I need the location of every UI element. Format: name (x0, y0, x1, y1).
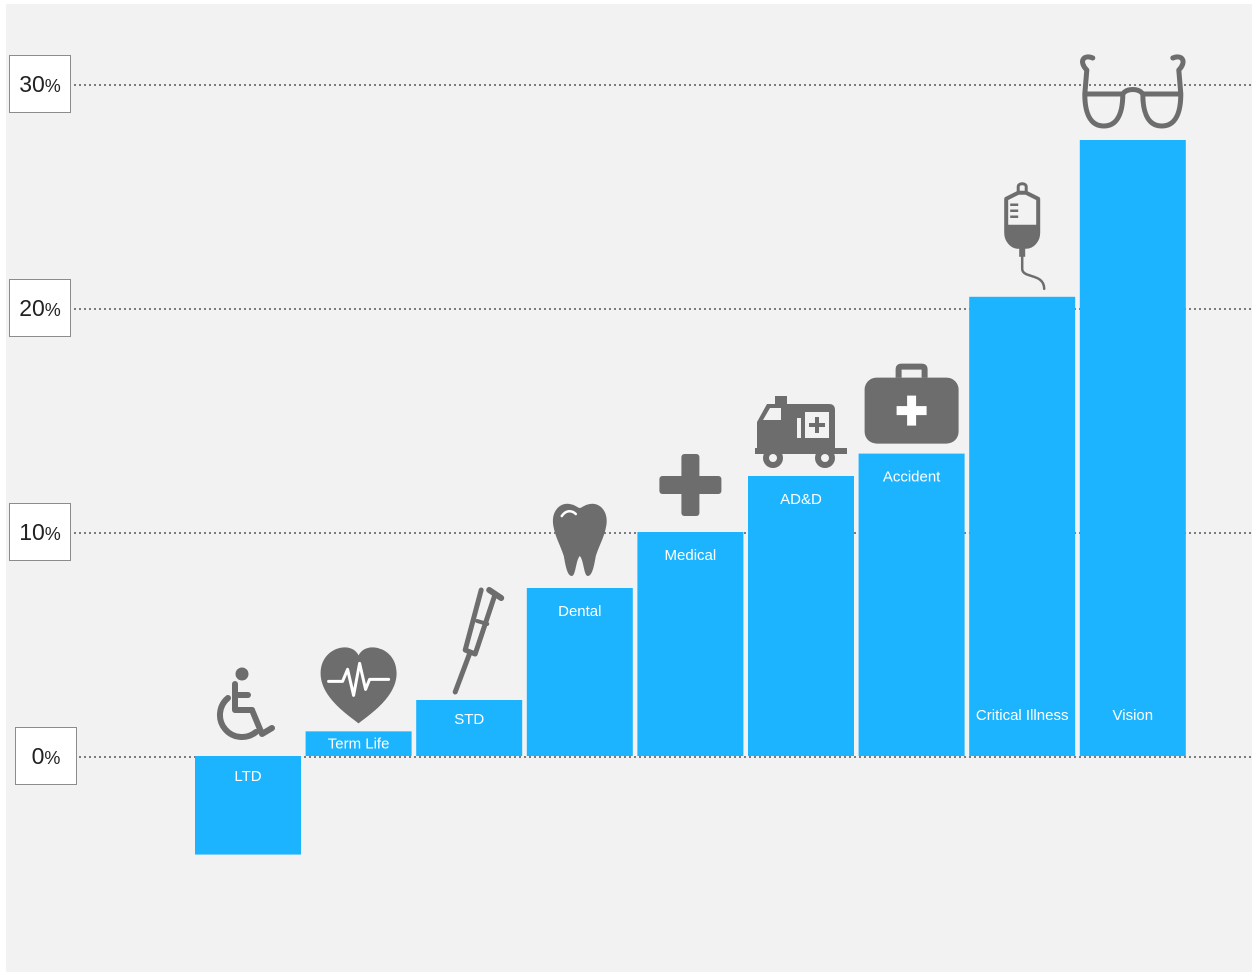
bar-label-ltd: LTD (234, 768, 261, 785)
y-tick-label-20: 20% (9, 279, 71, 337)
bar-chart: LTD Term Life STD Dental Medical AD&D Accident… (74, 4, 1252, 855)
y-tick-label-0: 0% (15, 727, 77, 785)
bar-adandd (748, 476, 854, 756)
bar-label-term-life: Term Life (328, 736, 390, 753)
y-tick-label-10: 10% (9, 503, 71, 561)
bar-medical (637, 532, 744, 756)
bar-std (416, 700, 523, 756)
bar-label-adandd: AD&D (780, 491, 822, 508)
bar-label-medical: Medical (665, 547, 717, 564)
bar-ltd (195, 756, 301, 855)
bar-dental (526, 588, 633, 756)
bar-label-std: STD (454, 711, 484, 728)
wheelchair-icon (220, 668, 272, 737)
bar-label-dental: Dental (558, 603, 601, 620)
bar-term-life (305, 731, 412, 756)
bar-labels: LTD Term Life STD Dental Medical AD&D Accident… (234, 469, 1153, 785)
heart-rate-icon (319, 645, 399, 725)
iv-bag-icon (1004, 181, 1047, 291)
crutch-icon (455, 590, 501, 692)
bar-label-vision: Vision (1113, 707, 1154, 724)
y-tick-label-30: 30% (9, 55, 71, 113)
bar-accident (858, 453, 965, 756)
bar-label-critical-illness: Critical Illness (976, 707, 1069, 724)
tooth-icon (551, 502, 608, 578)
bar-critical-illness (969, 296, 1076, 756)
bars (195, 140, 1186, 855)
bar-label-accident: Accident (883, 469, 941, 486)
eyeglasses-icon (1083, 57, 1184, 126)
bar-vision (1079, 140, 1186, 756)
chart-background: LTD Term Life STD Dental Medical AD&D Accident… (6, 4, 1252, 972)
medical-cross-icon (658, 453, 722, 517)
first-aid-kit-icon (864, 363, 960, 445)
ambulance-icon (754, 395, 848, 469)
